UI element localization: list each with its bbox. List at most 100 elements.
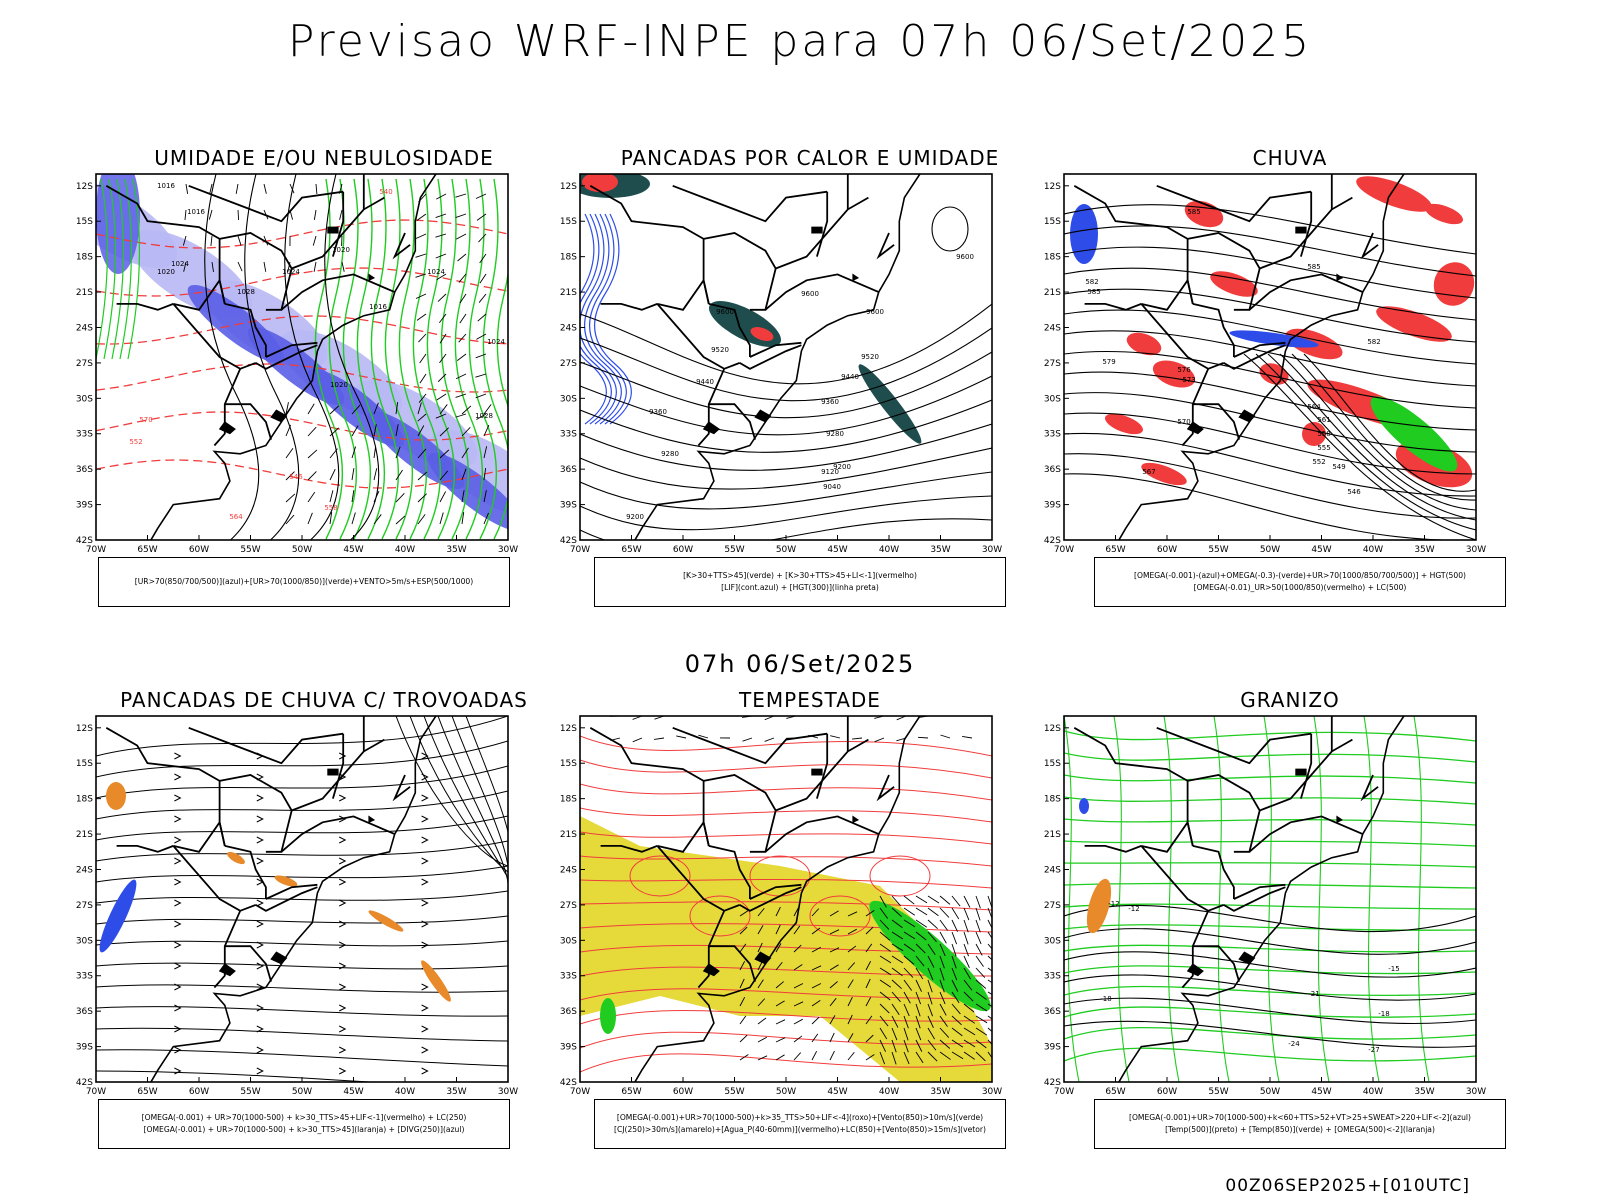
wind-vector bbox=[891, 991, 901, 1003]
wind-vector bbox=[475, 373, 487, 378]
temp-850-contour bbox=[1163, 716, 1180, 1082]
lat-label: 12S bbox=[560, 724, 577, 734]
lat-label: 18S bbox=[76, 795, 93, 805]
streamline-arrow bbox=[338, 920, 347, 928]
wind-vector bbox=[237, 209, 240, 221]
streamline-arrow bbox=[174, 815, 182, 823]
wind-vector bbox=[775, 943, 782, 953]
wind-vector bbox=[307, 491, 316, 503]
political-border bbox=[1073, 727, 1194, 847]
wind-vector bbox=[915, 907, 928, 916]
wind-vector bbox=[939, 979, 945, 993]
lon-label: 30W bbox=[982, 1087, 1002, 1097]
contour-label: 9040 bbox=[823, 483, 841, 491]
wind-vector bbox=[457, 253, 467, 262]
page-title: Previsao WRF-INPE para 07h 06/Set/2025 bbox=[287, 16, 1313, 67]
wind-vector bbox=[455, 413, 467, 418]
lake bbox=[218, 963, 236, 977]
wind-vector bbox=[757, 925, 764, 935]
lon-label: 35W bbox=[930, 1087, 950, 1097]
lat-label: 33S bbox=[76, 430, 93, 440]
wind-vector bbox=[847, 979, 854, 989]
wind-vector bbox=[939, 955, 945, 969]
lif-contour bbox=[580, 213, 617, 425]
lon-label: 70W bbox=[1054, 1087, 1074, 1097]
contour-label: 9200 bbox=[833, 463, 851, 471]
panel-title: UMIDADE E/OU NEBULOSIDADE bbox=[154, 146, 494, 170]
wind-vector bbox=[483, 468, 487, 481]
wind-vector bbox=[415, 273, 427, 278]
wind-vector bbox=[915, 1051, 924, 1064]
streamline bbox=[689, 895, 751, 937]
wind-vector bbox=[395, 493, 405, 503]
streamline-arrow bbox=[338, 857, 347, 865]
thickness-contour bbox=[96, 411, 508, 441]
streamline-arrow bbox=[174, 1025, 182, 1033]
political-border bbox=[173, 820, 226, 853]
lon-label: 30W bbox=[1466, 545, 1486, 555]
wind-vector bbox=[847, 1033, 854, 1043]
streamline-arrow bbox=[338, 899, 347, 907]
wind-vector bbox=[775, 981, 784, 989]
lat-label: 30S bbox=[1044, 394, 1061, 404]
lat-label: 36S bbox=[1044, 465, 1061, 475]
panel-trovoadas: PANCADAS DE CHUVA C/ TROVOADAS 12S 15S 18S… bbox=[74, 688, 574, 1158]
wind-vector bbox=[373, 514, 382, 525]
lat-label: 12S bbox=[76, 724, 93, 734]
contour-label: 1020 bbox=[330, 381, 348, 389]
political-border bbox=[172, 845, 257, 912]
wind-vector bbox=[903, 931, 916, 940]
lat-label: 24S bbox=[560, 865, 577, 875]
lake bbox=[1238, 409, 1256, 423]
lat-label: 12S bbox=[560, 182, 577, 192]
thunderstorm-area bbox=[227, 851, 245, 865]
streamline-arrow bbox=[338, 1067, 347, 1075]
wind-vector bbox=[951, 1015, 962, 1026]
political-border bbox=[697, 368, 726, 447]
map-umidade: 1016101610201024102810241020102010161024… bbox=[76, 173, 518, 555]
wind-vector bbox=[775, 1054, 785, 1061]
lat-label: 33S bbox=[560, 430, 577, 440]
political-border bbox=[1140, 845, 1225, 912]
humidity-contour bbox=[111, 178, 125, 360]
wind-vector bbox=[742, 737, 753, 742]
legend-box: [OMEGA(-0.001)-(azul)+OMEGA(-0.3)-(verde… bbox=[1094, 557, 1506, 607]
wind-vector bbox=[829, 997, 837, 1007]
lon-label: 40W bbox=[395, 1087, 415, 1097]
temp-850-contour bbox=[1363, 716, 1380, 1082]
humidity-contour bbox=[103, 178, 117, 360]
wind-vector bbox=[476, 413, 487, 420]
streamline-arrow bbox=[174, 1046, 182, 1054]
map-frame bbox=[95, 715, 509, 1083]
wind-vector bbox=[793, 983, 804, 989]
wind-vector bbox=[915, 931, 927, 941]
political-border bbox=[1141, 820, 1194, 853]
humidity-contour bbox=[496, 179, 508, 539]
lon-label: 40W bbox=[879, 545, 899, 555]
wind-vector bbox=[963, 955, 970, 968]
lon-label: 65W bbox=[137, 545, 157, 555]
lon-label: 45W bbox=[827, 1087, 847, 1097]
wind-vector bbox=[439, 427, 449, 437]
lat-label: 15S bbox=[560, 217, 577, 227]
wind-vector bbox=[417, 402, 422, 415]
lon-label: 65W bbox=[621, 1087, 641, 1097]
lat-label: 33S bbox=[1044, 430, 1061, 440]
contour-label: 549 bbox=[1332, 463, 1345, 471]
wind-vector bbox=[439, 353, 447, 364]
political-border bbox=[1187, 232, 1261, 311]
wind-vector bbox=[478, 293, 487, 303]
wind-vector bbox=[927, 919, 938, 930]
lake bbox=[327, 226, 339, 234]
wind-vector bbox=[775, 924, 781, 935]
streamline bbox=[96, 1049, 508, 1067]
jet-stream-area bbox=[580, 816, 992, 1082]
lat-label: 21S bbox=[560, 830, 577, 840]
height-contour bbox=[1064, 204, 1476, 255]
wind-vector bbox=[903, 1027, 909, 1041]
height-contour bbox=[1267, 353, 1476, 521]
contour-label: 546 bbox=[289, 473, 303, 481]
lat-label: 36S bbox=[76, 1007, 93, 1017]
wind-vector bbox=[915, 979, 922, 992]
political-border bbox=[188, 184, 344, 223]
